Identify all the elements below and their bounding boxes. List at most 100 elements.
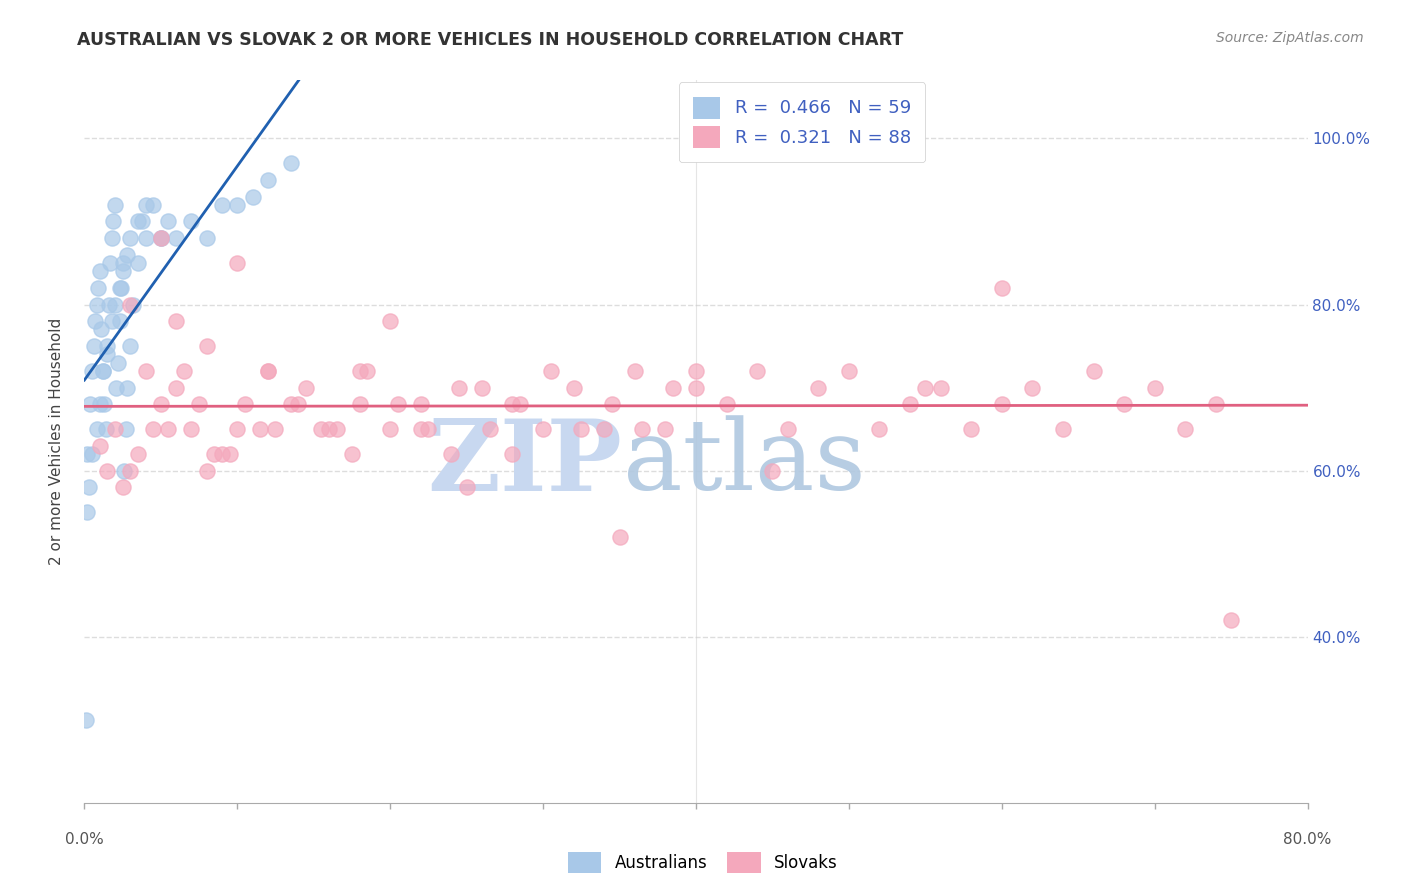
Point (562, 380, 585, 394)
Point (90, 322, 112, 336)
Point (1021, 380, 1043, 394)
Point (195, 339, 218, 353)
Point (609, 530, 631, 544)
Point (89, 397, 111, 411)
Point (86, 422, 108, 436)
Point (242, 189, 264, 203)
Point (94, 422, 117, 436)
Point (685, 364, 707, 378)
Point (127, 447, 149, 461)
Point (111, 480, 134, 494)
Point (349, 364, 371, 378)
Point (104, 198, 127, 212)
Point (1114, 397, 1136, 411)
Point (662, 380, 685, 394)
Point (257, 364, 280, 378)
Point (101, 314, 124, 328)
Point (249, 422, 271, 436)
Point (593, 422, 616, 436)
Point (631, 422, 654, 436)
Point (838, 131, 860, 145)
Point (104, 297, 127, 311)
Y-axis label: 2 or more Vehicles in Household: 2 or more Vehicles in Household (49, 318, 63, 566)
Point (838, 364, 860, 378)
Point (165, 231, 187, 245)
Point (540, 364, 562, 378)
Point (83, 339, 105, 353)
Point (96, 464, 118, 478)
Point (211, 198, 233, 212)
Point (101, 231, 124, 245)
Text: AUSTRALIAN VS SLOVAK 2 OR MORE VEHICLES IN HOUSEHOLD CORRELATION CHART: AUSTRALIAN VS SLOVAK 2 OR MORE VEHICLES … (77, 31, 904, 49)
Point (211, 447, 233, 461)
Point (747, 364, 769, 378)
Point (80, 447, 103, 461)
Point (349, 397, 371, 411)
Point (104, 422, 127, 436)
Point (112, 464, 135, 478)
Point (120, 339, 142, 353)
Point (86, 297, 108, 311)
Point (180, 214, 202, 228)
Point (531, 422, 554, 436)
Point (600, 397, 623, 411)
Text: ZIP: ZIP (427, 415, 623, 512)
Point (776, 422, 799, 436)
Point (509, 397, 531, 411)
Point (440, 447, 463, 461)
Point (1205, 397, 1227, 411)
Point (960, 422, 983, 436)
Point (76, 447, 98, 461)
Point (149, 231, 172, 245)
Point (149, 231, 172, 245)
Point (685, 380, 707, 394)
Point (110, 281, 132, 295)
Point (807, 380, 830, 394)
Point (257, 173, 280, 187)
Point (165, 314, 187, 328)
Point (107, 356, 129, 370)
Point (165, 380, 187, 394)
Point (280, 156, 302, 170)
Point (569, 422, 592, 436)
Text: atlas: atlas (623, 416, 865, 511)
Point (502, 447, 524, 461)
Point (1143, 380, 1166, 394)
Point (98, 256, 121, 270)
Point (122, 297, 145, 311)
Point (1083, 364, 1105, 378)
Point (387, 397, 409, 411)
Point (295, 380, 318, 394)
Text: 80.0%: 80.0% (1284, 832, 1331, 847)
Point (108, 314, 131, 328)
Point (456, 480, 478, 494)
Point (180, 422, 202, 436)
Point (257, 364, 280, 378)
Point (1220, 613, 1243, 627)
Point (120, 464, 142, 478)
Point (89, 439, 111, 453)
Point (761, 464, 783, 478)
Point (226, 198, 249, 212)
Point (96, 347, 118, 361)
Point (120, 231, 142, 245)
Text: 0.0%: 0.0% (65, 832, 104, 847)
Point (103, 214, 125, 228)
Point (624, 364, 647, 378)
Point (91, 364, 114, 378)
Point (202, 447, 225, 461)
Point (502, 397, 524, 411)
Point (287, 397, 309, 411)
Point (120, 297, 142, 311)
Point (991, 281, 1014, 295)
Point (79, 397, 101, 411)
Point (135, 231, 157, 245)
Point (114, 422, 136, 436)
Point (409, 422, 432, 436)
Point (127, 214, 149, 228)
Point (195, 231, 218, 245)
Point (716, 397, 738, 411)
Point (991, 397, 1014, 411)
Point (77, 480, 100, 494)
Point (157, 214, 180, 228)
